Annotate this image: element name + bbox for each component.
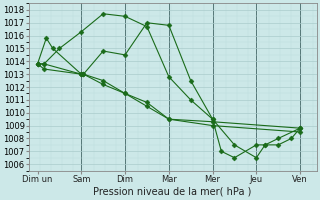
- X-axis label: Pression niveau de la mer( hPa ): Pression niveau de la mer( hPa ): [93, 187, 252, 197]
